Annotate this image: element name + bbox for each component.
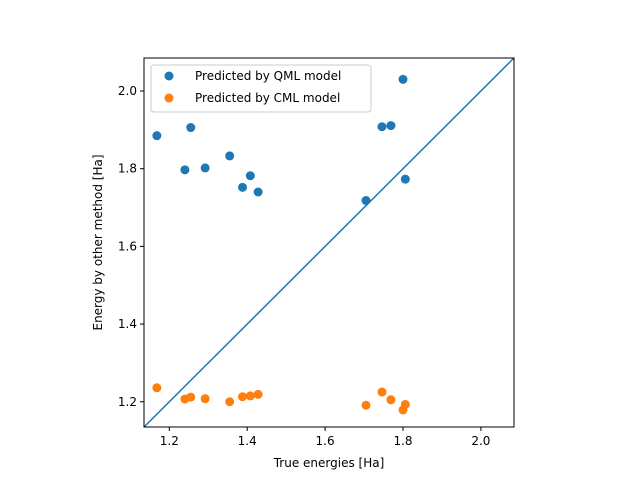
- legend-marker-qml: [164, 71, 174, 81]
- qml-point-2: [186, 123, 196, 133]
- identity-line: [144, 58, 514, 427]
- y-tick-label-0: 1.2: [118, 395, 137, 409]
- y-tick-label-4: 2.0: [118, 84, 137, 98]
- legend-label-cml: Predicted by CML model: [195, 91, 340, 105]
- cml-point-12: [400, 399, 410, 409]
- legend-label-qml: Predicted by QML model: [195, 69, 341, 83]
- qml-point-10: [386, 121, 396, 131]
- x-tick-label-0: 1.2: [160, 434, 179, 448]
- qml-point-12: [400, 174, 410, 184]
- points-layer: [152, 74, 410, 415]
- qml-point-4: [225, 151, 235, 161]
- cml-point-0: [152, 383, 162, 393]
- qml-point-0: [152, 131, 162, 141]
- legend-marker-cml: [164, 93, 174, 103]
- cml-point-8: [361, 400, 371, 410]
- x-tick-label-3: 1.8: [393, 434, 412, 448]
- qml-point-11: [398, 74, 408, 84]
- cml-point-9: [377, 387, 387, 397]
- y-axis-label: Energy by other method [Ha]: [91, 154, 105, 330]
- cml-point-3: [200, 394, 210, 404]
- qml-point-6: [245, 171, 255, 181]
- cml-point-4: [225, 397, 235, 407]
- qml-point-3: [200, 163, 210, 173]
- ticks-layer: 1.2 1.4 1.6 1.8 2.0 1.2 1.4 1.6 1.8 2.0: [118, 84, 491, 448]
- qml-point-5: [238, 182, 248, 192]
- qml-point-9: [377, 122, 387, 132]
- x-tick-label-2: 1.6: [316, 434, 335, 448]
- plot-frame: [143, 57, 515, 428]
- x-tick-label-4: 2.0: [471, 434, 490, 448]
- qml-point-1: [180, 165, 190, 175]
- qml-point-8: [361, 196, 371, 206]
- x-tick-label-1: 1.4: [238, 434, 257, 448]
- cml-point-5: [238, 392, 248, 402]
- cml-point-6: [245, 391, 255, 401]
- legend-box: [150, 64, 372, 113]
- reference-line-layer: [144, 58, 514, 427]
- y-tick-label-2: 1.6: [118, 239, 137, 253]
- cml-point-2: [186, 392, 196, 402]
- cml-point-10: [386, 395, 396, 405]
- legend: Predicted by QML model Predicted by CML …: [150, 64, 372, 113]
- qml-point-7: [253, 187, 263, 197]
- cml-point-7: [253, 389, 263, 399]
- y-tick-label-1: 1.4: [118, 317, 137, 331]
- y-tick-label-3: 1.8: [118, 162, 137, 176]
- x-axis-label: True energies [Ha]: [273, 456, 385, 470]
